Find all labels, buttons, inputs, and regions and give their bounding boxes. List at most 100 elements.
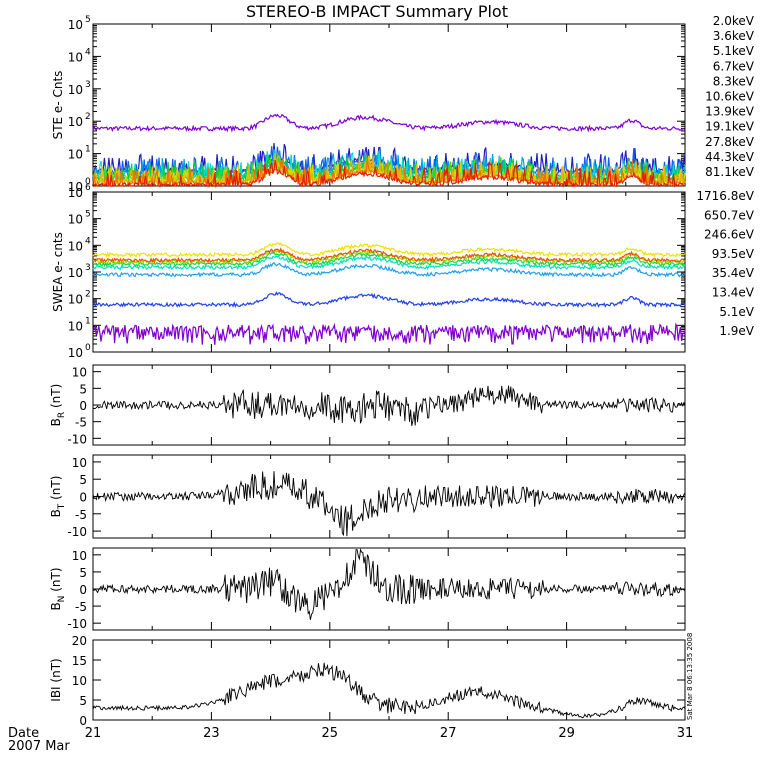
- legend-entry: 5.1keV: [713, 44, 755, 58]
- y-tick-label: 10: [68, 50, 83, 64]
- y-tick-label: 10: [68, 115, 83, 129]
- plot-title: STEREO-B IMPACT Summary Plot: [246, 2, 508, 21]
- legend-entry: 35.4eV: [712, 266, 755, 280]
- y-axis-label: IBI (nT): [49, 658, 63, 701]
- date-label: Date: [8, 726, 39, 741]
- y-axis-label: BN (nT): [49, 567, 67, 610]
- legend-entry: 93.5eV: [712, 247, 755, 261]
- series-line: [92, 159, 685, 189]
- y-tick-label: -5: [75, 600, 87, 614]
- y-axis-label: SWEA e- cnts: [51, 232, 65, 312]
- y-tick-label: 10: [72, 549, 87, 563]
- y-tick-label: 10: [68, 266, 83, 280]
- x-tick-label: 25: [322, 726, 339, 741]
- series-line: [92, 385, 686, 426]
- y-tick-label: 5: [79, 473, 87, 487]
- y-tick-label: 10: [68, 319, 83, 333]
- legend-entry: 2.0keV: [713, 14, 755, 28]
- y-tick-label: 10: [68, 148, 83, 162]
- y-axis-label: BR (nT): [49, 384, 67, 427]
- y-tick-label: 10: [68, 83, 83, 97]
- series-line: [92, 471, 686, 537]
- date-sub-label: 2007 Mar: [8, 739, 70, 754]
- y-axis-label: BT (nT): [49, 476, 67, 518]
- legend-entry: 246.6eV: [704, 228, 755, 242]
- y-tick-label: 10: [72, 456, 87, 470]
- series-line: [92, 322, 686, 345]
- series-line: [92, 242, 686, 259]
- legend-entry: 650.7eV: [704, 208, 755, 222]
- y-tick-label: 0: [79, 491, 87, 505]
- y-tick-exponent: 1: [85, 316, 91, 326]
- legend-entry: 8.3keV: [713, 74, 755, 88]
- y-tick-exponent: 2: [85, 290, 91, 300]
- y-tick-label: 10: [68, 213, 83, 227]
- y-tick-label: -10: [67, 432, 87, 446]
- y-tick-label: 10: [68, 293, 83, 307]
- legend-entry: 19.1keV: [705, 120, 755, 134]
- x-tick-label: 27: [440, 726, 457, 741]
- y-tick-label: 0: [79, 399, 87, 413]
- legend-entry: 44.3keV: [705, 150, 755, 164]
- y-tick-exponent: 4: [85, 47, 91, 57]
- legend-entry: 1.9eV: [719, 324, 754, 338]
- legend-entry: 3.6keV: [713, 29, 755, 43]
- y-tick-label: 10: [68, 180, 83, 194]
- x-tick-label: 23: [203, 726, 220, 741]
- y-tick-label: 20: [72, 634, 87, 648]
- y-tick-exponent: 5: [85, 210, 91, 220]
- y-tick-label: 10: [68, 239, 83, 253]
- series-line: [92, 246, 686, 264]
- series-line: [92, 291, 686, 309]
- y-tick-label: -5: [75, 416, 87, 430]
- legend-entry: 1716.8eV: [696, 189, 754, 203]
- legend-entry: 13.9keV: [705, 105, 755, 119]
- y-tick-label: 15: [72, 654, 87, 668]
- legend-entry: 13.4eV: [712, 286, 755, 300]
- series-line: [92, 255, 685, 271]
- series-line: [92, 248, 686, 265]
- legend-entry: 10.6keV: [705, 90, 755, 104]
- series-line: [92, 662, 686, 719]
- y-tick-exponent: 4: [85, 236, 91, 246]
- y-tick-label: 0: [79, 583, 87, 597]
- timestamp: Sat Mar 8 06:13:35 2008: [686, 633, 694, 720]
- y-tick-label: 5: [79, 382, 87, 396]
- y-tick-exponent: 6: [85, 183, 91, 193]
- y-tick-label: 10: [68, 186, 83, 200]
- y-tick-label: 10: [68, 346, 83, 360]
- y-tick-label: -5: [75, 508, 87, 522]
- x-tick-label: 31: [677, 726, 694, 741]
- y-tick-exponent: 0: [85, 177, 91, 187]
- y-tick-label: 0: [79, 714, 87, 728]
- legend-entry: 6.7keV: [713, 59, 755, 73]
- y-tick-label: 10: [72, 366, 87, 380]
- legend-entry: 27.8keV: [705, 135, 755, 149]
- y-tick-exponent: 3: [85, 263, 91, 273]
- series-line: [92, 548, 686, 620]
- y-tick-exponent: 2: [85, 112, 91, 122]
- y-tick-label: 10: [72, 674, 87, 688]
- series-line: [92, 262, 686, 278]
- x-tick-label: 21: [85, 726, 102, 741]
- series-line: [92, 113, 686, 133]
- y-tick-label: -10: [67, 525, 87, 539]
- legend-entry: 5.1eV: [719, 305, 754, 319]
- y-tick-label: 5: [79, 694, 87, 708]
- y-tick-exponent: 1: [85, 145, 91, 155]
- y-tick-exponent: 0: [85, 343, 91, 353]
- legend-entry: 81.1keV: [705, 165, 755, 179]
- y-tick-exponent: 5: [85, 15, 91, 25]
- y-tick-label: 10: [68, 18, 83, 32]
- y-tick-exponent: 3: [85, 80, 91, 90]
- y-tick-label: 5: [79, 566, 87, 580]
- y-axis-label: STE e- Cnts: [51, 71, 65, 140]
- x-tick-label: 29: [558, 726, 575, 741]
- y-tick-label: -10: [67, 617, 87, 631]
- panel-6: 20 15 10 5 0 IBI (nT): [49, 634, 686, 728]
